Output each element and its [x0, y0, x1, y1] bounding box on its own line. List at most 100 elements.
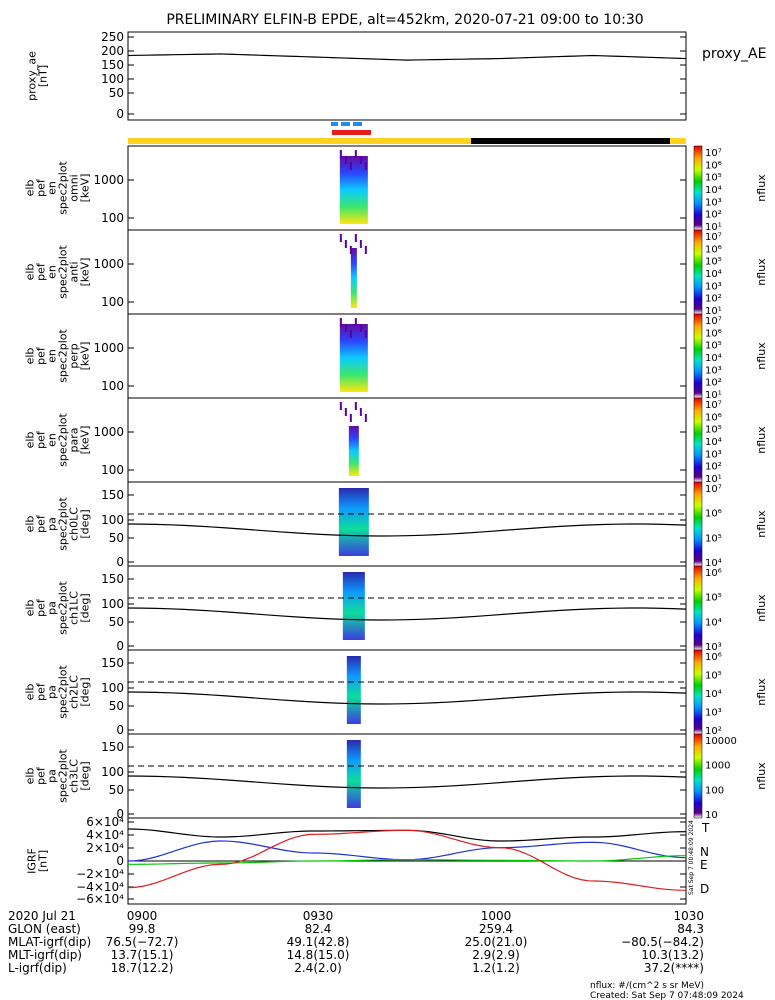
y-label-line: en — [46, 181, 59, 195]
y-label-line: pef — [35, 598, 48, 617]
footer-cell: MLT-igrf(dip) — [8, 948, 82, 962]
y-tick-label: 50 — [109, 699, 124, 713]
colorbar-tick-label: 10⁶ — [705, 568, 722, 579]
y-label-line: elb — [24, 516, 37, 533]
spectrogram-speckle — [354, 318, 357, 326]
spectrogram-speckle — [364, 162, 367, 170]
pitch-angle-data — [346, 656, 361, 724]
footer-ephemeris: 2020 Jul 21 0900 0930 1000 1030 GLON (east) 99… — [8, 909, 704, 975]
loss-cone-line — [127, 691, 687, 705]
y-tick-group: 1000 100 — [93, 257, 686, 309]
y-label-line: pef — [35, 346, 48, 365]
panel-ch1LC: 150100500elbpefpaspec2plotch1LC[deg]10⁶1… — [24, 565, 768, 653]
y-label-line: pef — [35, 682, 48, 701]
footer-cell: 99.8 — [129, 922, 156, 936]
y-label-line: [deg] — [79, 509, 92, 538]
spectrogram-speckle — [339, 318, 342, 326]
panel-frame — [127, 229, 687, 315]
colorbar-scale — [693, 565, 703, 651]
y-tick-label: 1000 — [93, 257, 124, 271]
spectrogram-speckle — [349, 414, 352, 422]
y-tick-group: 1000 100 — [93, 173, 686, 225]
y-label-line: spec2plot — [57, 329, 70, 383]
y-label-line: pef — [35, 766, 48, 785]
y-label-line: elb — [24, 684, 37, 701]
y-label-line: ch3LC — [68, 759, 81, 793]
y-label-line: IGRF — [26, 848, 39, 874]
colorbar-tick-label: 10² — [705, 378, 722, 389]
spectrogram-speckle — [344, 156, 347, 164]
y-tick-label: 0 — [116, 807, 124, 821]
y-tick-label: 1000 — [93, 425, 124, 439]
colorbar-tick-label: 100 — [705, 785, 724, 796]
y-label-line: [nT] — [37, 850, 50, 872]
spectrogram-speckle — [354, 150, 357, 158]
science-zone-red — [332, 130, 371, 135]
y-axis-label: IGRF[nT] — [26, 848, 50, 874]
y-label-line: ch2LC — [68, 675, 81, 709]
y-label-line: spec2plot — [57, 665, 70, 719]
colorbar-tick-label: 10³ — [705, 708, 722, 719]
y-tick-label: 100 — [101, 765, 124, 779]
igrf-series-E — [127, 855, 687, 865]
pitch-angle-data — [346, 740, 361, 808]
y-label-line: en — [46, 433, 59, 447]
footer-cell: 1000 — [481, 909, 512, 923]
y-tick-label: 4×10⁴ — [86, 828, 124, 842]
panel-para: 1000100elbpefenspec2plotpara[keV]10⁷10⁶1… — [24, 397, 768, 485]
colorbar-label: nflux — [755, 342, 768, 370]
colorbar-label: nflux — [755, 258, 768, 286]
y-tick-label: 0 — [116, 107, 124, 121]
footer-cell: 0900 — [127, 909, 158, 923]
colorbar-tick-label: 10⁵ — [705, 257, 722, 268]
y-label-line: [nT] — [37, 65, 50, 87]
colorbar-tick-label: 10³ — [705, 365, 722, 376]
spectrogram-speckle — [364, 246, 367, 254]
colorbar: 10000 1000 100 10 nflux — [693, 733, 768, 821]
spectrogram-data — [350, 248, 357, 308]
panel-frame — [127, 313, 687, 399]
colorbar-tick-label: 10⁷ — [705, 484, 722, 495]
sunlight-segment — [128, 138, 471, 144]
colorbar-scale — [693, 145, 703, 231]
colorbar-tick-label: 10⁵ — [705, 533, 722, 544]
footer-cell: −80.5(−84.2) — [621, 935, 704, 949]
y-label-line: para — [68, 428, 81, 453]
y-tick-label: 0 — [116, 555, 124, 569]
y-label-line: proxy_ae — [26, 51, 39, 101]
colorbar-tick-label: 10² — [705, 726, 722, 737]
y-label-line: pef — [35, 514, 48, 533]
colorbar-tick-label: 10⁶ — [705, 244, 722, 255]
footer-cell: 37.2(****) — [644, 961, 704, 975]
colorbar: 10⁷ 10⁶ 10⁵ 10⁴ nflux — [693, 481, 768, 569]
footer-cell: GLON (east) — [8, 922, 81, 936]
y-label-line: en — [46, 265, 59, 279]
y-tick-group: 1000 100 — [93, 425, 686, 477]
y-tick-label: 1000 — [93, 173, 124, 187]
colorbar-tick-label: 10³ — [705, 197, 722, 208]
y-label-line: pef — [35, 178, 48, 197]
colorbar-tick-label: 10¹ — [705, 474, 722, 485]
loss-cone-line — [127, 523, 687, 537]
y-label-line: en — [46, 349, 59, 363]
legend-D: D — [700, 882, 709, 896]
colorbar-tick-label: 10² — [705, 294, 722, 305]
y-tick-label: −2×10⁴ — [76, 867, 124, 881]
y-tick-label: 100 — [101, 379, 124, 393]
legend-N: N — [700, 845, 709, 859]
y-label-line: [keV] — [79, 342, 92, 371]
colorbar-tick-label: 10⁴ — [705, 353, 722, 364]
spectrogram-speckle — [349, 246, 352, 254]
y-tick-label: 0 — [116, 723, 124, 737]
y-tick-label: 100 — [101, 72, 124, 86]
colorbar: 10⁶ 10⁵ 10⁴ 10³ 10² nflux — [693, 649, 768, 737]
loss-cone-line — [127, 775, 687, 789]
colorbar-label: nflux — [755, 174, 768, 202]
y-tick-label: 250 — [101, 30, 124, 44]
y-label-line: pa — [46, 769, 59, 783]
